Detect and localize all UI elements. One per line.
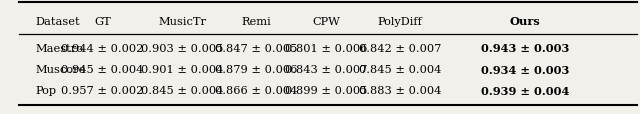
Text: 0.957 ± 0.002: 0.957 ± 0.002	[61, 86, 143, 96]
Text: 0.939 ± 0.004: 0.939 ± 0.004	[481, 85, 569, 96]
Text: 0.847 ± 0.005: 0.847 ± 0.005	[215, 44, 297, 53]
Text: 0.842 ± 0.007: 0.842 ± 0.007	[359, 44, 441, 53]
Text: 0.903 ± 0.005: 0.903 ± 0.005	[141, 44, 223, 53]
Text: CPW: CPW	[312, 17, 340, 27]
Text: 0.879 ± 0.006: 0.879 ± 0.006	[215, 65, 297, 74]
Text: Remi: Remi	[241, 17, 271, 27]
Text: 0.944 ± 0.002: 0.944 ± 0.002	[61, 44, 143, 53]
Text: MusicTr: MusicTr	[158, 17, 206, 27]
Text: Dataset: Dataset	[35, 17, 80, 27]
Text: 0.801 ± 0.006: 0.801 ± 0.006	[285, 44, 367, 53]
Text: 0.899 ± 0.005: 0.899 ± 0.005	[285, 86, 367, 96]
Text: PolyDiff: PolyDiff	[378, 17, 422, 27]
Text: Muscore: Muscore	[35, 65, 86, 74]
Text: Ours: Ours	[509, 16, 540, 27]
Text: 0.843 ± 0.007: 0.843 ± 0.007	[285, 65, 367, 74]
Text: 0.845 ± 0.004: 0.845 ± 0.004	[359, 65, 441, 74]
Text: 0.943 ± 0.003: 0.943 ± 0.003	[481, 43, 569, 54]
Text: Maestro: Maestro	[35, 44, 83, 53]
Text: 0.845 ± 0.004: 0.845 ± 0.004	[141, 86, 223, 96]
Text: 0.945 ± 0.004: 0.945 ± 0.004	[61, 65, 143, 74]
Text: 0.901 ± 0.004: 0.901 ± 0.004	[141, 65, 223, 74]
Text: 0.866 ± 0.004: 0.866 ± 0.004	[215, 86, 297, 96]
Text: Pop: Pop	[35, 86, 56, 96]
Text: 0.934 ± 0.003: 0.934 ± 0.003	[481, 64, 569, 75]
Text: 0.883 ± 0.004: 0.883 ± 0.004	[359, 86, 441, 96]
Text: GT: GT	[94, 17, 111, 27]
